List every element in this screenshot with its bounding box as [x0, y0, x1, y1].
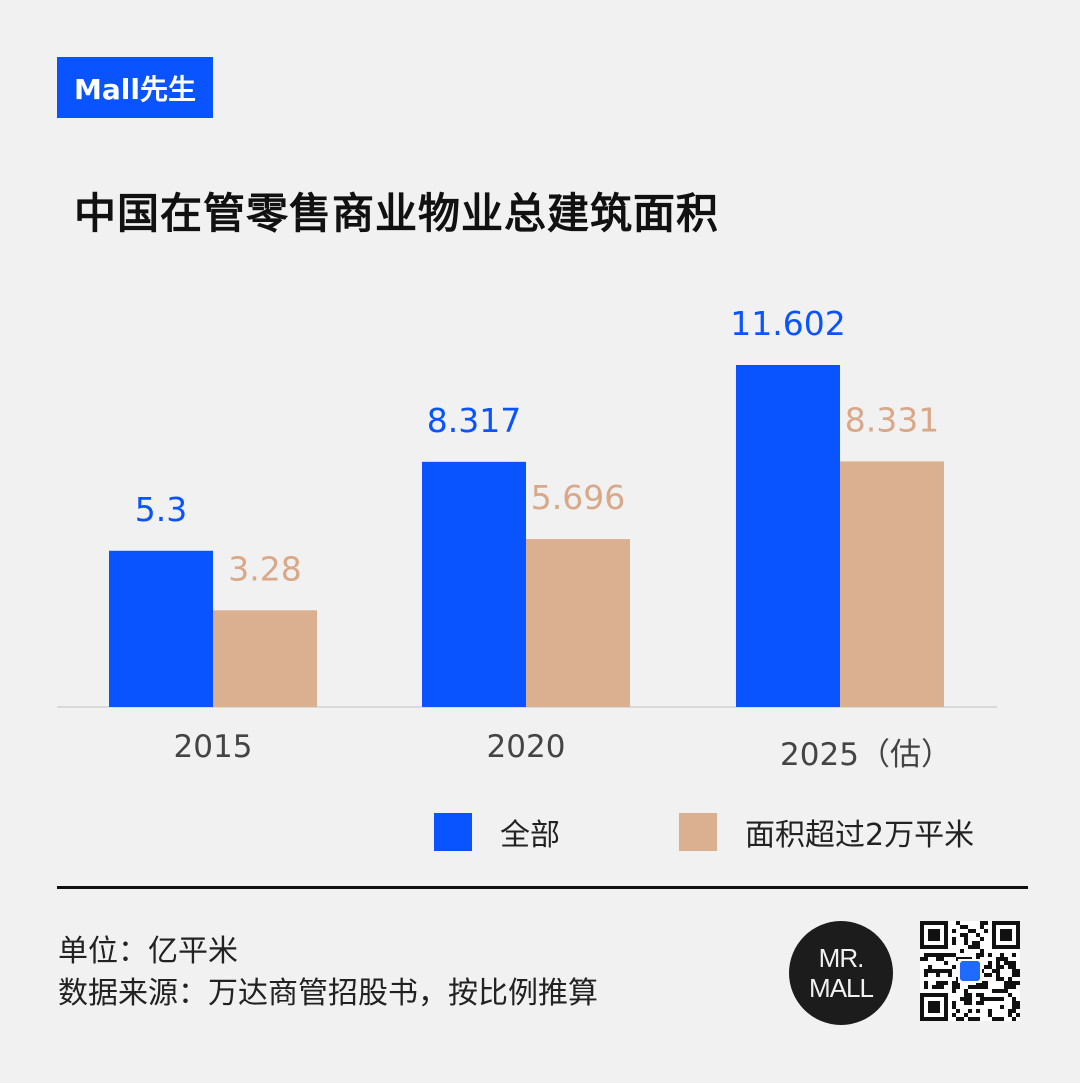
value-label-all-2: 11.602	[730, 304, 845, 343]
bar-all-1	[422, 461, 526, 707]
value-label-large-1: 5.696	[531, 478, 625, 517]
unit-note: 单位：亿平米	[58, 934, 238, 969]
mr-mall-logo: MR. MALL	[789, 921, 893, 1025]
bar-all-2	[736, 365, 840, 707]
qr-code-icon	[920, 921, 1020, 1021]
legend-label-all: 全部	[500, 818, 560, 853]
legend-item-all: 全部	[434, 812, 560, 853]
legend-swatch-all	[434, 813, 472, 851]
source-note: 数据来源：万达商管招股书，按比例推算	[58, 976, 598, 1011]
bars-group	[109, 365, 944, 707]
brand-tag: Mall先生	[57, 57, 213, 118]
divider-rule	[57, 886, 1028, 889]
value-label-large-2: 8.331	[845, 400, 939, 439]
logo-line-1: MR.	[818, 943, 865, 973]
bar-chart: 5.3 3.28 8.317 5.696 11.602 8.331 2015 2020 202…	[57, 304, 997, 773]
chart-title: 中国在管零售商业物业总建筑面积	[74, 189, 720, 238]
bar-large-2	[840, 461, 944, 707]
legend-swatch-large	[679, 813, 717, 851]
category-label-2: 2025（估）	[780, 737, 952, 773]
category-label-0: 2015	[174, 729, 253, 765]
bar-all-0	[109, 550, 213, 707]
value-label-large-0: 3.28	[228, 549, 301, 588]
value-label-all-0: 5.3	[135, 490, 187, 529]
value-label-all-1: 8.317	[427, 401, 521, 440]
value-labels-group: 5.3 3.28 8.317 5.696 11.602 8.331	[135, 304, 939, 588]
bar-large-0	[213, 610, 317, 707]
legend-label-large: 面积超过2万平米	[745, 818, 975, 853]
logo-line-2: MALL	[809, 973, 874, 1003]
category-label-1: 2020	[487, 729, 566, 765]
bar-large-1	[526, 539, 630, 707]
legend-item-large: 面积超过2万平米	[679, 812, 975, 853]
category-labels-group: 2015 2020 2025（估）	[174, 729, 952, 773]
